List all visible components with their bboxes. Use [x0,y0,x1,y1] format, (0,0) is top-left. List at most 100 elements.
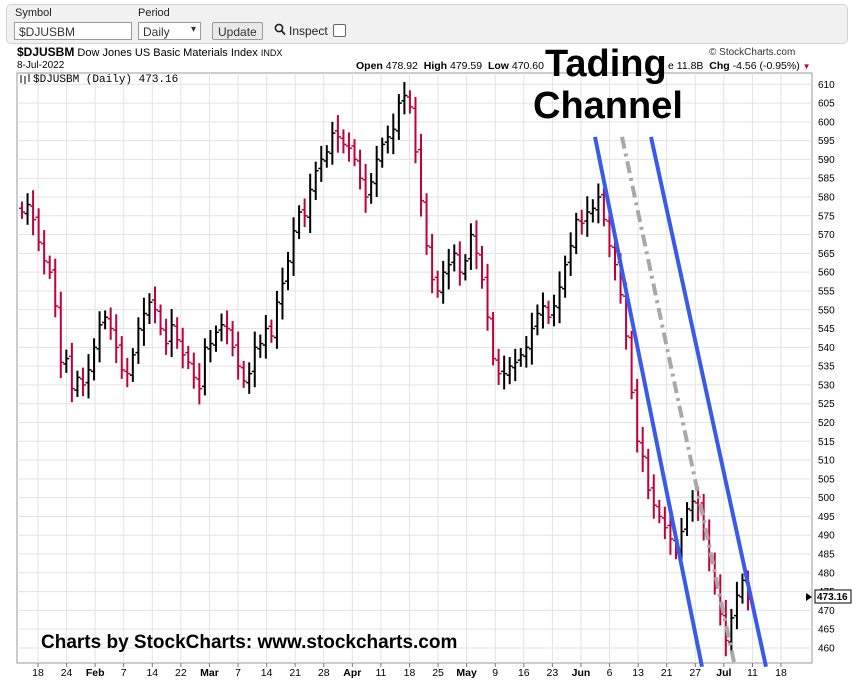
y-tick-label: 480 [818,568,835,579]
search-icon [274,23,286,36]
ohlc-bar [179,327,186,369]
y-tick-label: 560 [818,268,835,279]
ohlc-bar [434,270,441,298]
y-tick-label: 525 [818,399,835,410]
ohlc-bar [301,198,308,228]
y-tick-label: 520 [818,418,835,429]
period-select-value: Daily [143,25,170,39]
x-tick-label: 21 [289,667,301,679]
ohlc-bar [423,193,430,255]
ohlc-bar [429,233,436,294]
ohlc-bar [451,244,458,272]
period-label: Period [138,7,170,19]
ohlc-bar [551,294,558,327]
ohlc-bar [273,290,280,349]
ohlc-bar [589,199,596,223]
y-tick-label: 460 [818,643,835,654]
ohlc-bar [539,292,546,329]
last-price-value: 473.16 [817,592,848,603]
inspect-checkbox[interactable] [333,24,346,37]
ohlc-bar [495,348,502,385]
ohlc-bar [307,173,314,234]
ohlc-bar [357,149,364,190]
ohlc-bar [462,254,469,281]
symbol-label: Symbol [15,7,52,19]
ohlc-bar [229,321,236,357]
x-tick-label: 6 [607,667,613,679]
x-tick-label: 18 [775,667,787,679]
low-value: 470.60 [511,60,544,72]
ohlc-bar [74,370,81,397]
ohlc-bar [645,448,652,500]
x-tick-label: 18 [404,667,416,679]
ohlc-bar [528,312,535,365]
symbol-input[interactable]: $DJUSBM [14,22,132,40]
ohlc-bar [268,319,275,343]
ohlc-bar [257,334,264,358]
ohlc-bar [379,137,386,168]
ohlc-bar [168,309,175,358]
ohlc-bar [373,145,380,198]
down-arrow-icon: ▼ [802,62,811,71]
y-tick-label: 490 [818,531,835,542]
copyright-label: © StockCharts.com [709,47,796,58]
y-tick-label: 500 [818,493,835,504]
x-tick-label: 14 [146,667,158,679]
ohlc-bar [279,267,286,320]
ohlc-bar [96,311,103,363]
update-button[interactable]: Update [212,22,263,40]
ohlc-bar [406,90,413,114]
date-label: 8-Jul-2022 [17,60,65,71]
x-tick-label: 25 [432,667,444,679]
ohlc-bar [390,113,397,155]
ohlc-bar [556,271,563,324]
ohlc-bar [351,139,358,167]
open-value: 478.92 [385,60,418,72]
ohlc-bar [573,212,580,255]
y-tick-label: 530 [818,380,835,391]
y-tick-label: 585 [818,174,835,185]
ohlc-bar [323,145,330,168]
ohlc-bar [290,217,297,276]
ohlc-bar [501,355,508,390]
ohlc-bar [545,300,552,325]
change-readout: e 11.8B Chg -4.56 (-0.95%) ▼ [668,60,811,72]
ohlc-bar [739,573,746,604]
ohlc-bar [79,367,86,397]
ohlc-bar [384,125,391,154]
ohlc-bar [41,230,48,275]
index-name: Dow Jones US Basic Materials Index [77,47,258,59]
ohlc-bar [467,223,474,270]
channel-title-line1: Tading [545,43,667,85]
ohlc-bar [340,129,347,154]
y-tick-label: 485 [818,550,835,561]
ohlc-bar [124,357,131,388]
ohlc-bar [174,317,181,349]
ohlc-bar [600,187,607,227]
exchange-label: INDX [260,48,283,58]
period-select[interactable]: Daily ▾ [138,22,201,40]
ohlc-bar [118,336,125,379]
ohlc-bar [146,293,153,325]
ohlc-bar [107,307,114,340]
low-label: Low [487,60,509,72]
ohlc-bar [628,330,635,400]
ohlc-bar [19,201,25,219]
y-tick-label: 570 [818,230,835,241]
ohlc-bar [512,348,519,382]
ohlc-bar [52,258,59,318]
ohlc-bar [35,208,42,252]
ohlc-bar [584,196,591,237]
channel-title: Tading Channel [533,43,683,127]
inspect-label: Inspect [289,24,328,38]
y-tick-label: 575 [818,211,835,222]
x-tick-label: 28 [318,667,330,679]
ohlc-bar [207,330,214,363]
ohlc-bar [224,310,231,345]
ohlc-bar [235,331,242,380]
ohlc-bar [661,506,668,539]
high-label: High [423,60,448,72]
y-tick-label: 535 [818,362,835,373]
ohlc-bar [656,499,663,524]
x-tick-label: 21 [661,667,673,679]
